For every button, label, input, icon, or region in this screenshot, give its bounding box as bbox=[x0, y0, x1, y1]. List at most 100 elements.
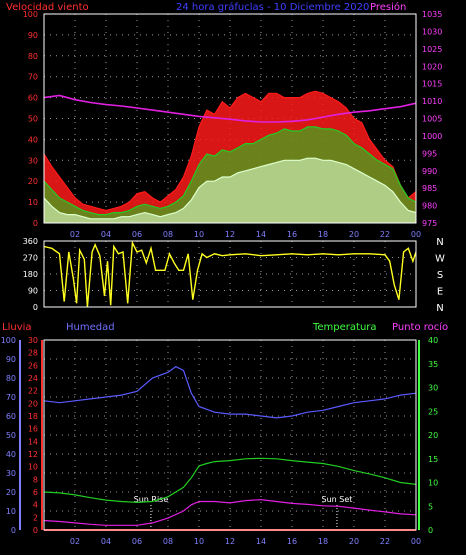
direction-compass-label: N bbox=[436, 237, 443, 248]
wind-x-tick: 14 bbox=[256, 230, 266, 239]
rain-tick: 30 bbox=[28, 336, 38, 345]
temperature-tick: 35 bbox=[428, 360, 438, 369]
sun-marker-label: Sun Rise bbox=[134, 495, 169, 504]
rain-tick: 28 bbox=[28, 349, 38, 358]
wind-plot-frame bbox=[43, 13, 417, 224]
humidity-tick: 80 bbox=[6, 374, 16, 383]
pressure-right-tick: 975 bbox=[422, 219, 437, 228]
pressure-right-tick: 1020 bbox=[422, 62, 442, 71]
rain-tick: 8 bbox=[33, 475, 38, 484]
wind-x-tick: 20 bbox=[349, 230, 359, 239]
wind-left-tick: 50 bbox=[28, 115, 38, 124]
pressure-right-tick: 1025 bbox=[422, 45, 442, 54]
rain-tick: 4 bbox=[33, 501, 38, 510]
rain-tick: 10 bbox=[28, 463, 38, 472]
climate-x-tick: 20 bbox=[349, 537, 359, 546]
climate-x-tick: 04 bbox=[101, 537, 111, 546]
chart-title: 24 hora gráfuclas - 10 Diciembre 2020 bbox=[176, 1, 369, 13]
temperature-axis-label: Temperatura bbox=[312, 322, 377, 333]
climate-series-blue bbox=[43, 365, 417, 419]
direction-series-line bbox=[43, 240, 417, 308]
climate-plot-frame bbox=[43, 339, 417, 531]
pressure-axis-label: Presión bbox=[370, 1, 406, 13]
rain-tick: 26 bbox=[28, 361, 38, 370]
rain-tick: 0 bbox=[33, 526, 38, 535]
pressure-right-tick: 1030 bbox=[422, 27, 442, 36]
rain-tick: 18 bbox=[28, 412, 38, 421]
wind-series-line-red bbox=[43, 90, 417, 212]
wind-left-tick: 70 bbox=[28, 73, 38, 82]
direction-left-tick: 0 bbox=[33, 303, 38, 312]
wind-x-tick: 08 bbox=[163, 230, 173, 239]
rain-tick: 6 bbox=[33, 488, 38, 497]
wind-x-tick: 06 bbox=[132, 230, 142, 239]
humidity-axis-label: Humedad bbox=[66, 322, 115, 333]
humidity-tick: 10 bbox=[6, 507, 16, 516]
dew-point-axis-label: Punto rocío bbox=[392, 321, 448, 333]
sun-marker-label: Sun Set bbox=[321, 495, 352, 504]
humidity-tick: 70 bbox=[6, 393, 16, 402]
humidity-tick: 100 bbox=[1, 336, 16, 345]
rain-tick: 24 bbox=[28, 374, 38, 383]
pressure-right-tick: 980 bbox=[422, 202, 437, 211]
direction-plot-frame bbox=[43, 240, 417, 308]
wind-left-tick: 40 bbox=[28, 135, 38, 144]
pressure-right-tick: 995 bbox=[422, 149, 437, 158]
wind-x-tick: 18 bbox=[318, 230, 328, 239]
direction-compass-label: S bbox=[437, 270, 443, 281]
temperature-tick: 30 bbox=[428, 384, 438, 393]
humidity-tick: 60 bbox=[6, 412, 16, 421]
direction-series bbox=[43, 240, 417, 308]
humidity-tick: 50 bbox=[6, 431, 16, 440]
pressure-right-tick: 990 bbox=[422, 167, 437, 176]
pressure-right-tick: 1005 bbox=[422, 115, 442, 124]
wind-ticks: 1009080706050403020100103510301025102010… bbox=[23, 10, 443, 239]
climate-x-tick: 10 bbox=[194, 537, 204, 546]
temperature-tick: 25 bbox=[428, 407, 438, 416]
wind-x-tick: 00 bbox=[411, 230, 421, 239]
wind-left-tick: 10 bbox=[28, 198, 38, 207]
direction-left-tick: 180 bbox=[23, 270, 38, 279]
wind-left-tick: 30 bbox=[28, 156, 38, 165]
wind-x-tick: 02 bbox=[70, 230, 80, 239]
humidity-tick: 30 bbox=[6, 469, 16, 478]
wind-series-line-green bbox=[43, 126, 417, 216]
climate-ticks: 1009080706050403020100302826242220181614… bbox=[1, 336, 438, 546]
pressure-right-tick: 985 bbox=[422, 184, 437, 193]
direction-left-tick: 90 bbox=[28, 287, 38, 296]
wind-speed-axis-label: Velocidad viento bbox=[6, 2, 89, 13]
humidity-tick: 0 bbox=[11, 526, 16, 535]
pressure-right-tick: 1015 bbox=[422, 80, 442, 89]
rain-tick: 22 bbox=[28, 387, 38, 396]
humidity-tick: 90 bbox=[6, 355, 16, 364]
climate-grid bbox=[44, 340, 416, 530]
pressure-right-tick: 1010 bbox=[422, 97, 442, 106]
wind-series-line-magenta bbox=[43, 94, 417, 123]
rain-tick: 16 bbox=[28, 425, 38, 434]
rain-axis-label: Lluvia bbox=[2, 322, 32, 333]
climate-x-tick: 12 bbox=[225, 537, 235, 546]
humidity-tick: 20 bbox=[6, 488, 16, 497]
climate-x-tick: 18 bbox=[318, 537, 328, 546]
wind-series-area-pale bbox=[44, 158, 416, 223]
climate-x-tick: 22 bbox=[380, 537, 390, 546]
wind-left-tick: 0 bbox=[33, 219, 38, 228]
temperature-tick: 0 bbox=[428, 526, 433, 535]
rain-tick: 2 bbox=[33, 513, 38, 522]
wind-x-tick: 10 bbox=[194, 230, 204, 239]
wind-left-tick: 100 bbox=[23, 10, 38, 19]
pressure-right-tick: 1035 bbox=[422, 10, 442, 19]
climate-x-tick: 08 bbox=[163, 537, 173, 546]
direction-grid bbox=[44, 241, 416, 307]
humidity-tick: 40 bbox=[6, 450, 16, 459]
wind-series bbox=[43, 90, 417, 223]
wind-left-tick: 60 bbox=[28, 94, 38, 103]
climate-x-tick: 16 bbox=[287, 537, 297, 546]
wind-left-tick: 20 bbox=[28, 177, 38, 186]
wind-left-tick: 90 bbox=[28, 31, 38, 40]
temperature-tick: 15 bbox=[428, 455, 438, 464]
climate-panel: Lluvia Humedad Temperatura Punto rocío S… bbox=[1, 321, 448, 546]
